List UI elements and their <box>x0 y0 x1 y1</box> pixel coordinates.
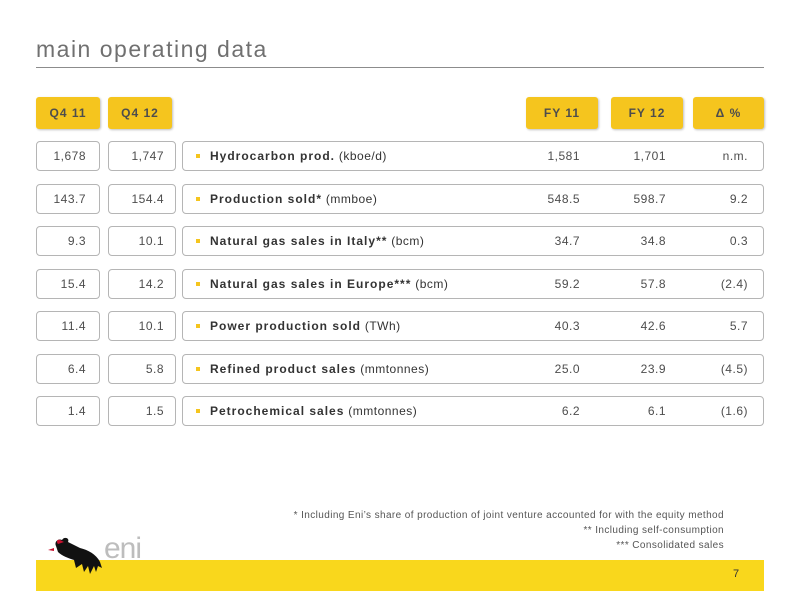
fy-12-value: 23.9 <box>640 362 666 376</box>
metric-name: Natural gas sales in Europe*** <box>210 277 412 291</box>
bullet-icon <box>196 409 200 413</box>
metric-unit: (bcm) <box>411 277 449 291</box>
metric-cell <box>182 269 764 299</box>
q4-11-cell <box>36 226 100 256</box>
delta-value: 9.2 <box>729 192 748 206</box>
bullet-icon <box>196 239 200 243</box>
fy-12-value: 1,701 <box>633 149 666 163</box>
metric-label: Power production sold (TWh) <box>210 311 401 341</box>
delta-value: (4.5) <box>720 362 748 376</box>
q4-11-value: 9.3 <box>67 234 86 248</box>
metric-unit: (kboe/d) <box>335 149 387 163</box>
fy-12-value: 42.6 <box>640 319 666 333</box>
bullet-icon <box>196 282 200 286</box>
bullet-icon <box>196 154 200 158</box>
metric-cell <box>182 184 764 214</box>
q4-12-value: 154.4 <box>131 192 164 206</box>
metric-label: Hydrocarbon prod. (kboe/d) <box>210 141 387 171</box>
header-q4-12: Q4 12 <box>108 97 172 129</box>
footer-band <box>36 560 764 591</box>
q4-11-value: 143.7 <box>53 192 86 206</box>
fy-12-value: 57.8 <box>640 277 666 291</box>
delta-value: n.m. <box>722 149 748 163</box>
metric-name: Power production sold <box>210 319 362 333</box>
q4-12-cell <box>108 396 176 426</box>
q4-12-value: 10.1 <box>138 319 164 333</box>
metric-name: Production sold* <box>210 192 322 206</box>
q4-12-cell <box>108 226 176 256</box>
metric-unit: (mmboe) <box>322 192 378 206</box>
title-divider <box>36 67 764 68</box>
delta-value: 0.3 <box>729 234 748 248</box>
metric-cell <box>182 396 764 426</box>
metric-name: Refined product sales <box>210 362 357 376</box>
metric-name: Petrochemical sales <box>210 404 345 418</box>
fy-11-value: 6.2 <box>561 404 580 418</box>
bullet-icon <box>196 367 200 371</box>
q4-11-value: 1,678 <box>53 149 86 163</box>
header-fy-12: FY 12 <box>611 97 683 129</box>
header-delta: Δ % <box>693 97 764 129</box>
q4-12-value: 1.5 <box>145 404 164 418</box>
fy-11-value: 548.5 <box>547 192 580 206</box>
metric-label: Production sold* (mmboe) <box>210 184 377 214</box>
bullet-icon <box>196 324 200 328</box>
page-title: main operating data <box>36 36 268 62</box>
fy-11-value: 25.0 <box>554 362 580 376</box>
q4-11-cell <box>36 396 100 426</box>
fy-11-value: 40.3 <box>554 319 580 333</box>
delta-value: (1.6) <box>720 404 748 418</box>
fy-12-value: 598.7 <box>633 192 666 206</box>
q4-11-value: 11.4 <box>61 319 86 333</box>
page-number: 7 <box>733 568 740 580</box>
metric-unit: (bcm) <box>387 234 425 248</box>
metric-unit: (mmtonnes) <box>356 362 430 376</box>
fy-12-value: 34.8 <box>640 234 666 248</box>
header-q4-11: Q4 11 <box>36 97 100 129</box>
q4-12-value: 1,747 <box>131 149 164 163</box>
fy-11-value: 1,581 <box>547 149 580 163</box>
metric-name: Natural gas sales in Italy** <box>210 234 388 248</box>
q4-11-cell <box>36 269 100 299</box>
q4-12-value: 10.1 <box>138 234 164 248</box>
q4-12-cell <box>108 141 176 171</box>
delta-value: (2.4) <box>720 277 748 291</box>
metric-cell <box>182 141 764 171</box>
q4-11-value: 15.4 <box>60 277 86 291</box>
metric-cell <box>182 354 764 384</box>
fy-12-value: 6.1 <box>647 404 666 418</box>
header-fy-11: FY 11 <box>526 97 598 129</box>
metric-cell <box>182 226 764 256</box>
q4-11-cell <box>36 311 100 341</box>
metric-label: Natural gas sales in Italy** (bcm) <box>210 226 424 256</box>
q4-12-cell <box>108 184 176 214</box>
footnote-self-consumption: ** Including self-consumption <box>583 525 724 536</box>
fy-11-value: 59.2 <box>554 277 580 291</box>
delta-value: 5.7 <box>729 319 748 333</box>
fy-11-value: 34.7 <box>554 234 580 248</box>
q4-12-value: 5.8 <box>145 362 164 376</box>
q4-11-cell <box>36 184 100 214</box>
q4-11-value: 6.4 <box>67 362 86 376</box>
footnote-equity-method: * Including Eni’s share of production of… <box>293 510 724 521</box>
q4-11-cell <box>36 141 100 171</box>
footnote-consolidated-sales: *** Consolidated sales <box>616 540 724 551</box>
q4-12-cell <box>108 311 176 341</box>
metric-label: Refined product sales (mmtonnes) <box>210 354 429 384</box>
metric-cell <box>182 311 764 341</box>
metric-name: Hydrocarbon prod. <box>210 149 336 163</box>
metric-unit: (mmtonnes) <box>344 404 418 418</box>
q4-12-value: 14.2 <box>138 277 164 291</box>
metric-unit: (TWh) <box>361 319 401 333</box>
metric-label: Natural gas sales in Europe*** (bcm) <box>210 269 448 299</box>
q4-12-cell <box>108 354 176 384</box>
q4-12-cell <box>108 269 176 299</box>
bullet-icon <box>196 197 200 201</box>
metric-label: Petrochemical sales (mmtonnes) <box>210 396 417 426</box>
q4-11-cell <box>36 354 100 384</box>
logo-wordmark: eni <box>104 532 142 565</box>
q4-11-value: 1.4 <box>67 404 86 418</box>
six-legged-dog-logo-icon <box>48 537 102 574</box>
